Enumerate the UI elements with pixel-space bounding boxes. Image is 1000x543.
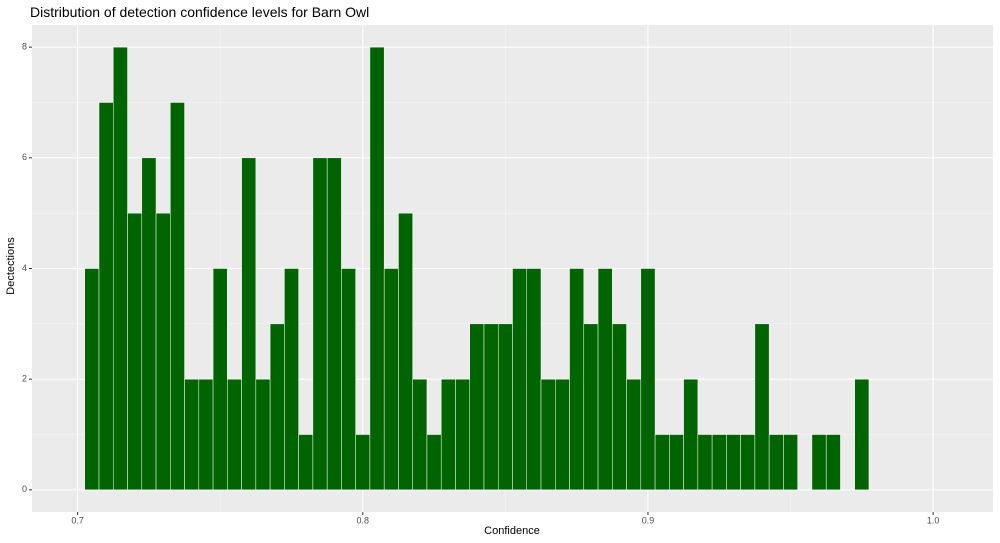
bar [298,434,314,491]
bar [369,46,385,491]
bar [825,434,841,491]
bar [626,378,642,491]
bar [269,323,285,491]
bar [783,434,798,491]
bar [398,212,413,491]
bar [669,434,684,491]
bar [326,157,342,491]
y-tick-label: 6 [22,152,27,162]
bar [569,268,585,491]
bar [540,378,556,491]
x-tick-label: 0.8 [357,515,370,525]
bar [597,268,613,491]
bar [526,268,542,491]
bar [198,378,214,491]
bar [227,378,242,491]
bar [255,378,271,491]
bar [683,378,699,491]
bar [127,212,143,491]
bar [726,434,741,491]
bar [754,323,770,491]
bar [654,434,670,491]
bar [341,268,356,491]
x-tick-label: 0.9 [642,515,655,525]
y-tick-label: 0 [22,484,27,494]
bar [612,323,627,491]
bar [84,268,100,491]
y-tick-label: 8 [22,42,27,52]
x-tick-label: 1.0 [927,515,940,525]
chart-title: Distribution of detection confidence lev… [30,4,369,20]
bar [284,268,299,491]
y-axis-title: Dectections [5,237,17,295]
bar [469,323,485,491]
bar [512,268,528,491]
bar [184,378,200,491]
bar [455,378,470,491]
bar [854,378,870,491]
x-tick-label: 0.7 [71,515,84,525]
bar [355,434,371,491]
bar [440,378,456,491]
bar [98,102,114,491]
bar [583,323,599,491]
bar [412,378,428,491]
bar [113,46,128,491]
bar [141,157,157,491]
y-tick-label: 4 [22,263,27,273]
bar [426,434,442,491]
y-tick-label: 2 [22,374,27,384]
bar [555,378,570,491]
bar [212,268,228,491]
bar [640,268,656,491]
bar [697,434,713,491]
bar [740,434,756,491]
bar [811,434,827,491]
bar [711,434,727,491]
bar [170,102,185,491]
bar [312,157,328,491]
bar [383,268,399,491]
bar [497,323,513,491]
bar [241,157,257,491]
x-axis-title: Confidence [484,525,540,537]
bar [483,323,499,491]
bar [768,434,784,491]
bar [155,212,171,491]
